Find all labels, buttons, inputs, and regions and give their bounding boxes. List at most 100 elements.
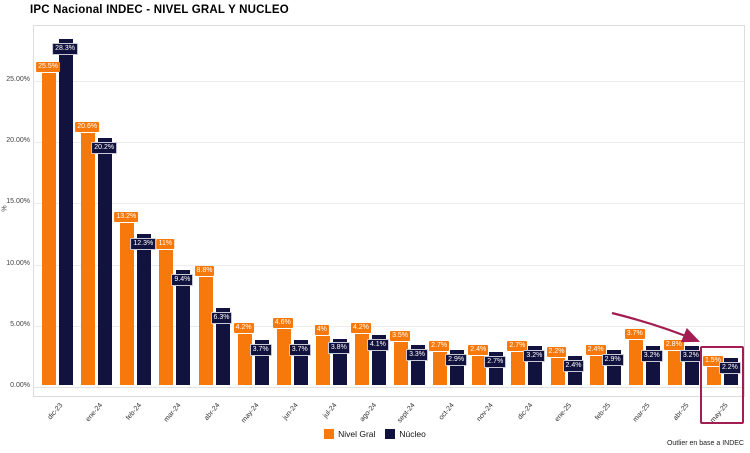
x-tick-label-ago-24: ago-24 <box>358 402 378 424</box>
bar-nucleo-dic-23 <box>59 38 74 385</box>
value-label-nucleo-dic-24: 3.2% <box>523 349 546 362</box>
bar-nivel-gral-sept-24 <box>394 342 409 385</box>
gridline-15 <box>34 203 744 205</box>
bar-nivel-gral-oct-24 <box>433 351 448 385</box>
x-tick-label-sept-24: sept-24 <box>396 402 417 425</box>
bar-nivel-gral-abr-24 <box>198 277 213 385</box>
value-label-nucleo-may-24: 3.7% <box>249 343 272 356</box>
value-label-nivel-gral-may-24: 4.2% <box>233 322 254 333</box>
x-tick-label-jun-24: jun-24 <box>281 402 300 422</box>
bar-nivel-gral-abr-25 <box>667 350 682 385</box>
value-label-nivel-gral-mar-24: 11% <box>156 239 175 250</box>
value-label-nivel-gral-ene-25: 2.2% <box>546 347 567 358</box>
value-label-nivel-gral-jun-24: 4.6% <box>272 317 293 328</box>
value-label-nucleo-mar-24: 9.4% <box>171 273 194 286</box>
value-label-nucleo-oct-24: 2.9% <box>445 353 468 366</box>
value-label-nucleo-dic-23: 28.3% <box>52 42 78 55</box>
bar-nivel-gral-jul-24 <box>315 336 330 385</box>
legend-item-nivel-gral: Nivel Gral <box>324 429 375 439</box>
x-tick-label-abr-24: abr-24 <box>202 402 222 422</box>
source-note: Outlier en base a INDEC <box>666 440 744 447</box>
value-label-nucleo-feb-25: 2.9% <box>601 353 624 366</box>
value-label-nucleo-jul-24: 3.8% <box>327 342 350 355</box>
x-tick-label-ene-24: ene-24 <box>84 402 105 424</box>
value-label-nivel-gral-dic-24: 2.7% <box>507 340 528 351</box>
legend-label: Núcleo <box>399 429 426 439</box>
value-label-nivel-gral-oct-24: 2.7% <box>429 340 450 351</box>
y-tick-label: 25.00% <box>6 76 30 84</box>
value-label-nivel-gral-jul-24: 4% <box>314 325 329 336</box>
value-label-nucleo-abr-24: 6.3% <box>210 311 233 324</box>
y-tick-label: 10.00% <box>6 259 30 267</box>
gridline-5 <box>34 325 744 327</box>
bar-nivel-gral-feb-24 <box>120 223 135 385</box>
x-tick-label-jul-24: jul-24 <box>322 402 339 420</box>
bar-nivel-gral-ene-25 <box>550 358 565 385</box>
value-label-nucleo-nov-24: 2.7% <box>484 355 507 368</box>
bar-nivel-gral-mar-24 <box>159 250 174 385</box>
bar-nucleo-ene-24 <box>98 137 113 385</box>
value-label-nucleo-ago-24: 4.1% <box>366 338 389 351</box>
bar-nivel-gral-nov-24 <box>472 355 487 385</box>
value-label-nucleo-feb-24: 12.3% <box>130 238 157 251</box>
bar-nivel-gral-ene-24 <box>81 132 96 385</box>
value-label-nivel-gral-abr-24: 8.8% <box>194 266 215 277</box>
value-label-nucleo-abr-25: 3.2% <box>679 349 702 362</box>
value-label-nivel-gral-dic-23: 25.5% <box>36 61 60 72</box>
gridline-25 <box>34 81 744 83</box>
plot-area <box>33 25 745 397</box>
bar-nucleo-feb-24 <box>137 234 152 385</box>
value-label-nucleo-may-25: 2.2% <box>718 362 741 375</box>
y-axis-label: % <box>1 205 9 212</box>
value-label-nivel-gral-nov-24: 2.4% <box>468 344 489 355</box>
bar-nivel-gral-dic-24 <box>511 351 526 385</box>
x-tick-label-mar-24: mar-24 <box>162 402 183 424</box>
value-label-nivel-gral-abr-25: 2.8% <box>663 339 684 350</box>
value-label-nivel-gral-ene-24: 20.6% <box>75 121 100 132</box>
y-tick-label: 5.00% <box>10 320 30 328</box>
gridline-20 <box>34 142 744 144</box>
value-label-nucleo-mar-25: 3.2% <box>640 349 663 362</box>
value-label-nucleo-ene-25: 2.4% <box>562 359 585 372</box>
x-tick-label-abr-25: abr-25 <box>672 402 691 422</box>
value-label-nivel-gral-feb-24: 13.2% <box>114 212 139 223</box>
gridline-10 <box>34 264 744 266</box>
value-label-nivel-gral-mar-25: 3.7% <box>624 328 645 339</box>
value-label-nucleo-sept-24: 3.3% <box>406 348 429 361</box>
x-tick-label-feb-24: feb-24 <box>125 402 144 422</box>
x-tick-label-ene-25: ene-25 <box>553 402 574 424</box>
x-tick-label-may-24: may-24 <box>240 402 261 425</box>
legend-swatch-icon <box>385 429 396 439</box>
x-tick-label-may-25: may-25 <box>709 402 730 425</box>
legend-swatch-icon <box>324 429 335 439</box>
bar-nivel-gral-mar-25 <box>628 339 643 385</box>
x-tick-label-dic-24: dic-24 <box>516 402 535 422</box>
gridline-0 <box>34 387 744 388</box>
bar-nivel-gral-dic-23 <box>42 72 57 385</box>
bar-nivel-gral-may-25 <box>706 366 721 385</box>
value-label-nivel-gral-feb-25: 2.4% <box>585 344 606 355</box>
bar-nucleo-abr-24 <box>215 307 230 385</box>
legend-item-nucleo: Núcleo <box>385 429 426 439</box>
legend-label: Nivel Gral <box>338 429 376 439</box>
value-label-nivel-gral-may-25: 1.5% <box>702 355 723 366</box>
bar-nivel-gral-feb-25 <box>589 355 604 385</box>
y-tick-label: 0.00% <box>10 382 30 389</box>
legend: Nivel Gral Núcleo <box>0 429 750 439</box>
bar-nivel-gral-may-24 <box>237 333 252 385</box>
chart-title: IPC Nacional INDEC - NIVEL GRAL Y NUCLEO <box>30 4 289 16</box>
x-tick-label-feb-25: feb-25 <box>594 402 613 422</box>
x-tick-label-oct-24: oct-24 <box>438 402 457 422</box>
x-tick-label-mar-25: mar-25 <box>631 402 652 424</box>
bar-nivel-gral-ago-24 <box>354 333 369 385</box>
y-tick-label: 20.00% <box>6 137 30 145</box>
value-label-nivel-gral-sept-24: 3.5% <box>390 331 411 342</box>
value-label-nucleo-jun-24: 3.7% <box>288 343 311 356</box>
value-label-nucleo-ene-24: 20.2% <box>91 141 118 154</box>
x-tick-label-nov-24: nov-24 <box>476 402 496 423</box>
x-tick-label-dic-23: dic-23 <box>47 402 65 422</box>
value-label-nivel-gral-ago-24: 4.2% <box>350 322 371 333</box>
bar-nivel-gral-jun-24 <box>276 328 291 385</box>
y-tick-label: 15.00% <box>6 198 30 206</box>
